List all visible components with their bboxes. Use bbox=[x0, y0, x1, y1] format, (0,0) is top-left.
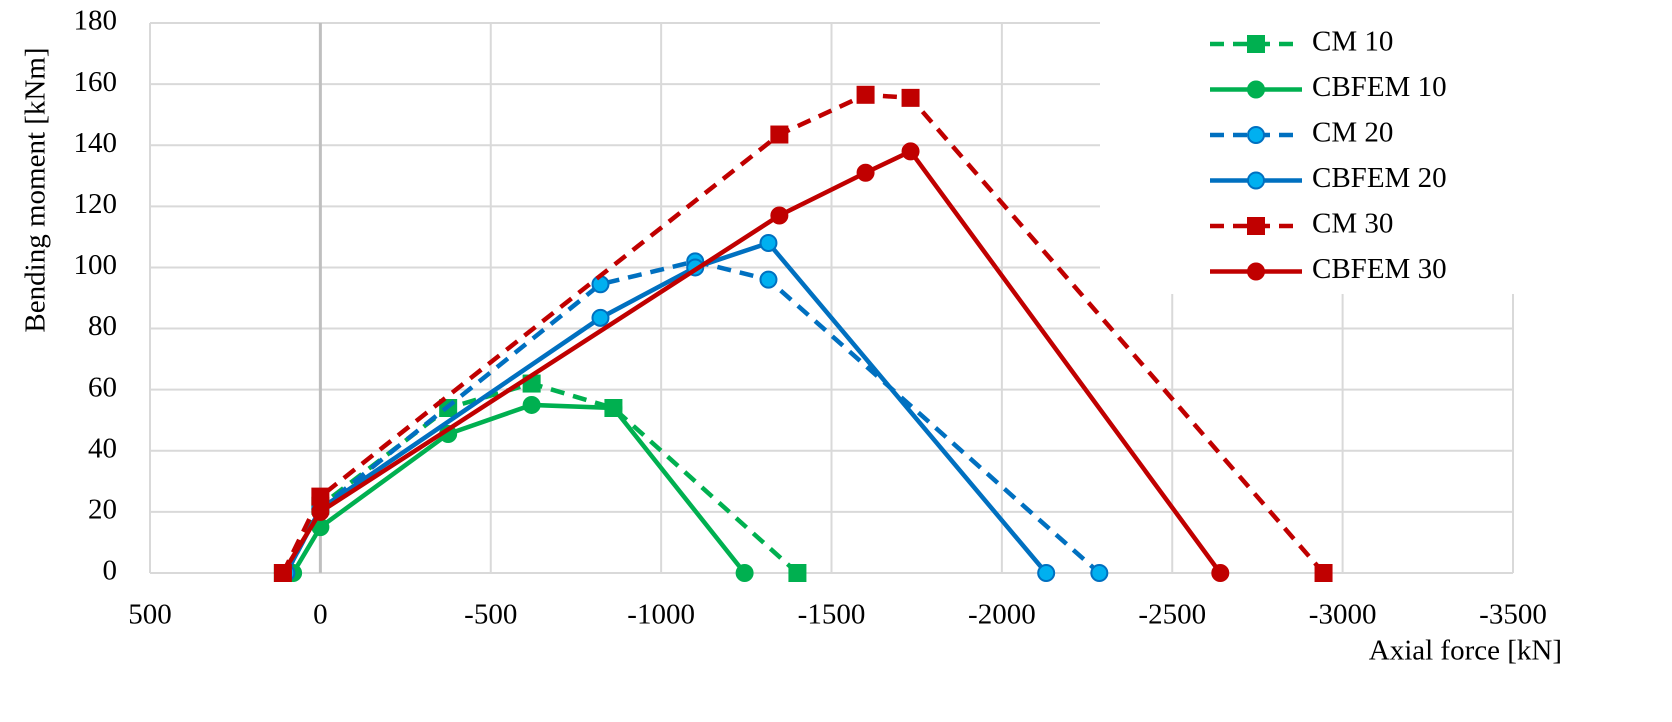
legend-label: CBFEM 10 bbox=[1312, 71, 1447, 103]
marker bbox=[311, 487, 330, 506]
legend-marker bbox=[1247, 217, 1265, 235]
x-tick-label: -500 bbox=[464, 599, 517, 631]
series-line bbox=[284, 240, 1048, 575]
marker bbox=[591, 308, 610, 327]
y-tick-label: 80 bbox=[88, 310, 117, 342]
x-tick-label: 500 bbox=[128, 599, 172, 631]
legend: CM 10 CBFEM 10 CM 20 CBFEM 20 CM 30 CBFEM 30 bbox=[1100, 20, 1515, 294]
marker bbox=[591, 275, 610, 294]
marker bbox=[311, 502, 330, 521]
series-line bbox=[291, 402, 747, 575]
marker bbox=[901, 88, 920, 107]
x-tick-label: -2500 bbox=[1138, 599, 1206, 631]
legend-marker bbox=[1247, 35, 1265, 53]
marker bbox=[1314, 564, 1333, 582]
legend-label: CM 10 bbox=[1312, 26, 1393, 58]
marker bbox=[522, 395, 541, 414]
y-tick-label: 20 bbox=[88, 494, 117, 526]
marker bbox=[770, 125, 789, 144]
marker bbox=[788, 564, 807, 582]
x-tick-label: -3500 bbox=[1479, 599, 1547, 631]
series bbox=[277, 252, 1109, 582]
y-tick-label: 120 bbox=[74, 188, 118, 220]
legend-marker bbox=[1247, 171, 1265, 190]
marker bbox=[1037, 564, 1056, 582]
series-line bbox=[280, 148, 1223, 575]
x-axis-label: Axial force [kN] bbox=[1369, 635, 1562, 667]
marker bbox=[901, 142, 920, 161]
marker bbox=[856, 85, 875, 104]
legend-marker bbox=[1247, 80, 1265, 99]
legend-label: CM 20 bbox=[1312, 117, 1393, 149]
x-tick-label: -3000 bbox=[1309, 599, 1377, 631]
marker bbox=[735, 564, 754, 582]
legend-box bbox=[1100, 20, 1515, 294]
series-line bbox=[284, 259, 1101, 575]
x-tick-label: 0 bbox=[313, 599, 328, 631]
marker bbox=[1090, 564, 1109, 582]
x-tick-label: -1000 bbox=[627, 599, 695, 631]
legend-label: CBFEM 20 bbox=[1312, 162, 1447, 194]
y-tick-label: 160 bbox=[74, 66, 118, 98]
y-tick-label: 60 bbox=[88, 371, 117, 403]
y-tick-label: 40 bbox=[88, 432, 117, 464]
y-tick-label: 100 bbox=[74, 249, 118, 281]
legend-label: CBFEM 30 bbox=[1312, 253, 1447, 285]
marker bbox=[1211, 564, 1230, 582]
x-tick-label: -1500 bbox=[798, 599, 866, 631]
marker bbox=[273, 564, 292, 582]
marker bbox=[770, 206, 789, 225]
y-axis-label: Bending moment [kNm] bbox=[20, 47, 52, 332]
legend-marker bbox=[1247, 126, 1265, 144]
marker bbox=[759, 234, 778, 252]
y-tick-label: 180 bbox=[74, 5, 118, 37]
x-tick-label: -2000 bbox=[968, 599, 1036, 631]
legend-label: CM 30 bbox=[1312, 208, 1393, 240]
marker bbox=[856, 163, 875, 182]
y-tick-label: 140 bbox=[74, 127, 118, 159]
marker bbox=[759, 270, 778, 289]
legend-marker bbox=[1247, 262, 1265, 281]
grid bbox=[149, 22, 1514, 574]
y-tick-label: 0 bbox=[103, 555, 118, 587]
marker bbox=[604, 399, 623, 417]
series bbox=[273, 142, 1230, 582]
